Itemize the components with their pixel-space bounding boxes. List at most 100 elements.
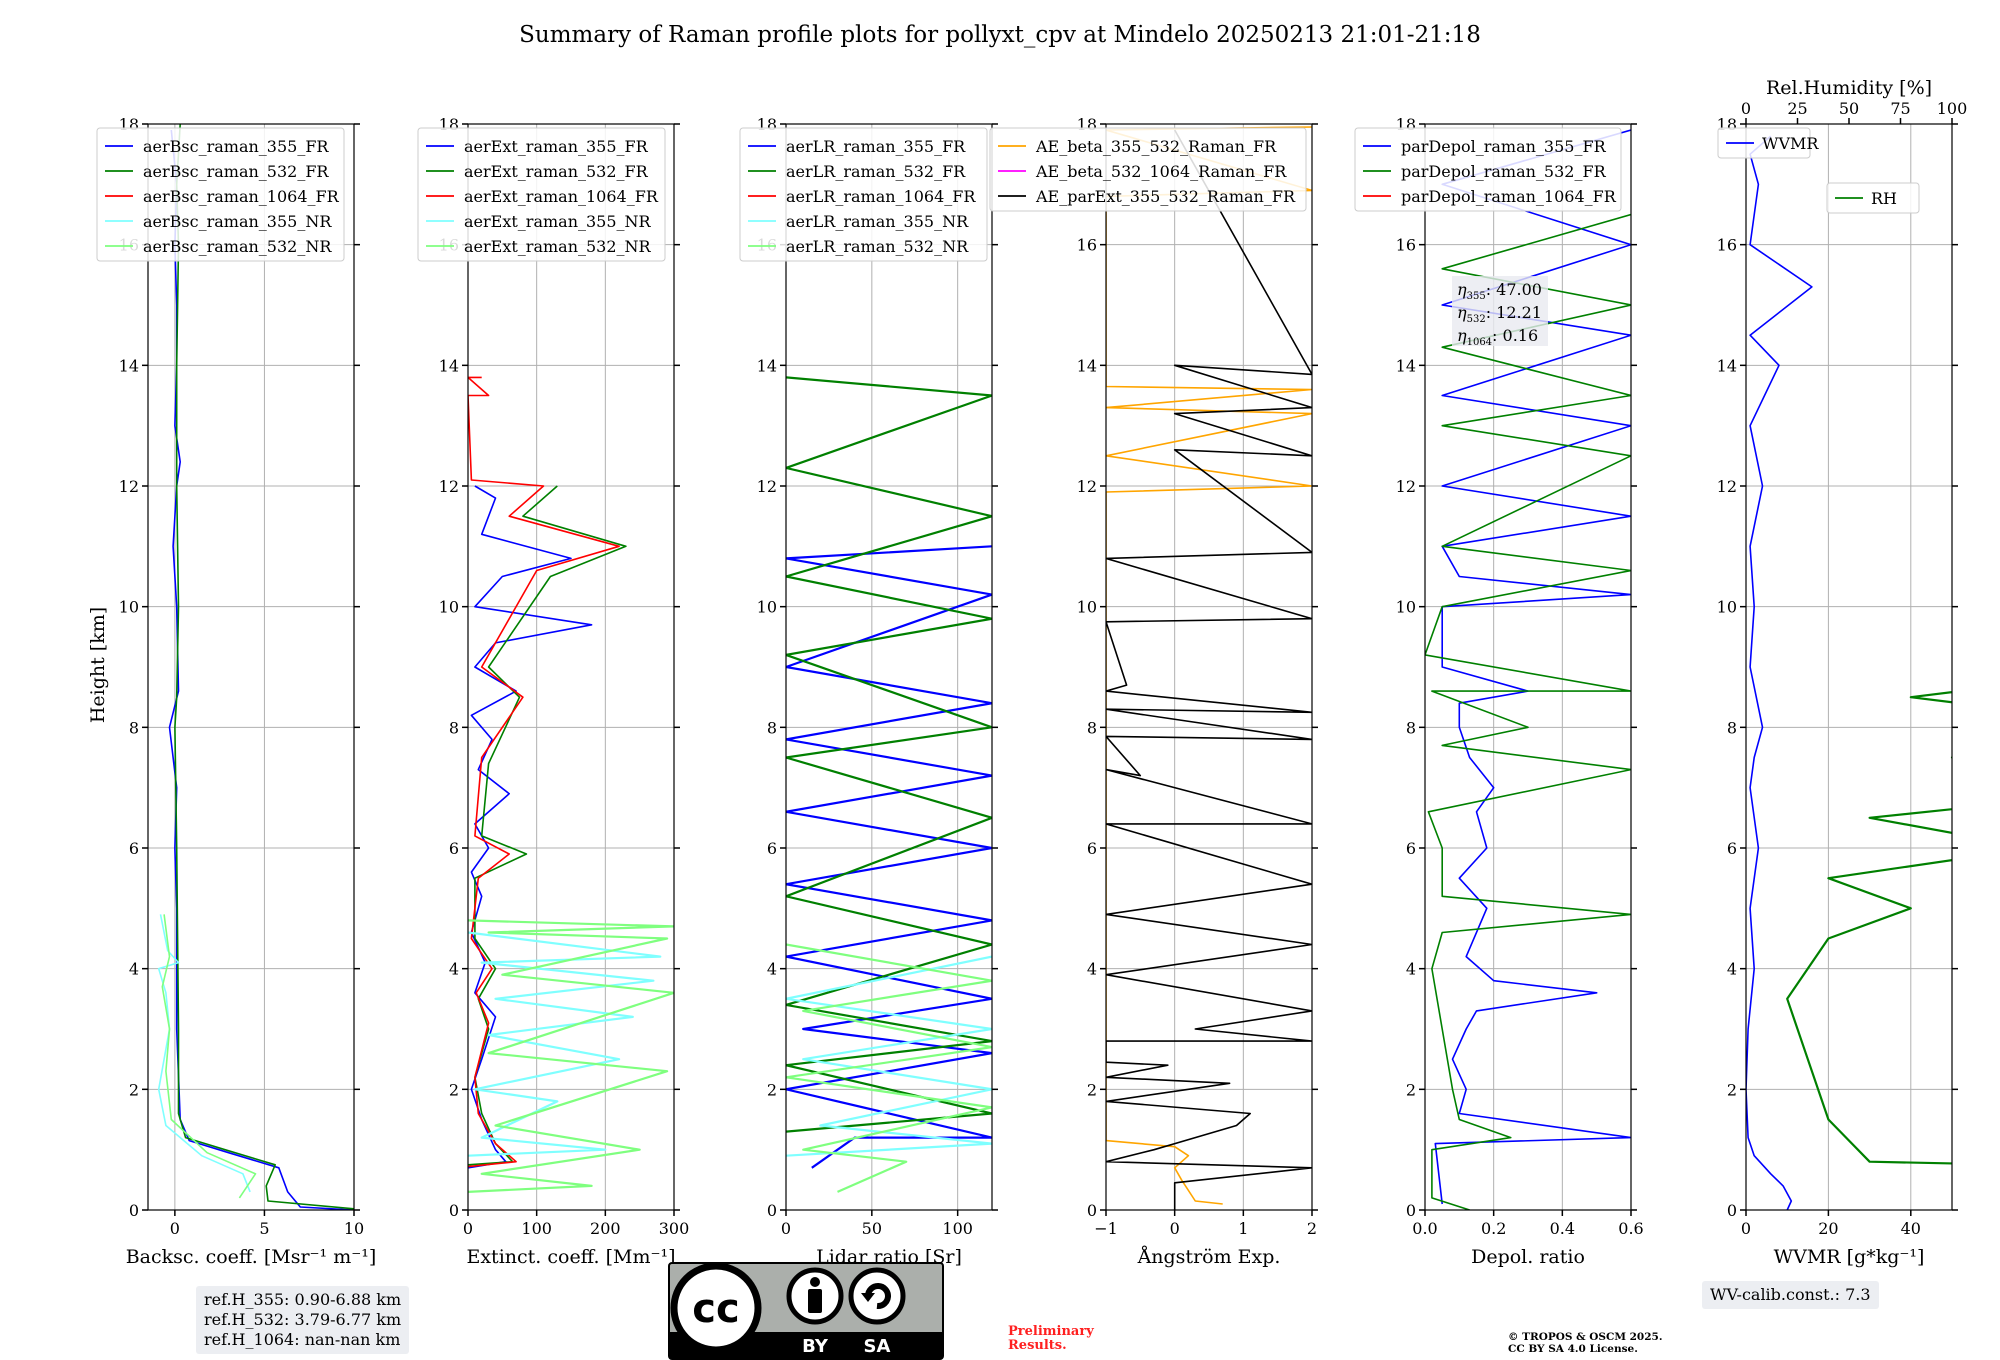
y-tick-label: 2: [767, 1080, 777, 1099]
reference-height-box: ref.H_355: 0.90-6.88 km ref.H_532: 3.79-…: [196, 1286, 410, 1354]
legend-box: [417, 127, 666, 262]
refh-1064: ref.H_1064: nan-nan km: [204, 1330, 401, 1349]
legend-label: aerLR_raman_355_NR: [786, 212, 969, 231]
legend-label: parDepol_raman_532_FR: [1401, 162, 1607, 181]
x-tick-label: 10: [344, 1219, 364, 1238]
y-tick-label: 8: [1727, 718, 1737, 737]
series-line-AE_parExt_355_532_Raman_FR: [1106, 129, 1312, 1210]
cc-by-sa-logo: cc BY SA: [668, 1262, 944, 1360]
y-tick-label: 8: [449, 718, 459, 737]
y-tick-label: 6: [767, 839, 777, 858]
x-tick-label: 0.4: [1550, 1219, 1575, 1238]
legend-box: [739, 127, 988, 262]
y-tick-label: 12: [119, 477, 139, 496]
y-tick-label: 14: [1077, 356, 1097, 375]
y-tick-label: 16: [1396, 236, 1416, 255]
eta-line: η532: 12.21: [1457, 303, 1542, 325]
series-line-aerExt_raman_532_FR: [468, 485, 627, 1166]
x-axis-label: Backsc. coeff. [Msr⁻¹ m⁻¹]: [126, 1246, 377, 1268]
legend-box: [1354, 127, 1622, 212]
y-tick-label: 6: [1727, 839, 1737, 858]
y-tick-label: 6: [449, 839, 459, 858]
y-tick-label: 14: [757, 356, 777, 375]
x-tick-label: 1: [1238, 1219, 1248, 1238]
y-tick-label: 4: [1406, 960, 1416, 979]
x-tick-label: 300: [659, 1219, 690, 1238]
y-tick-label: 4: [1727, 960, 1737, 979]
axes-frame: [785, 123, 993, 1211]
legend-box: [1826, 182, 1920, 214]
panel-3: 024681012141618050100Lidar ratio [Sr]aer…: [739, 115, 998, 1268]
wv-calibration-box: WV-calib.const.: 7.3: [1702, 1281, 1879, 1309]
legend-label: aerLR_raman_1064_FR: [786, 187, 976, 206]
legend: aerExt_raman_355_FR aerExt_raman_532_FRae…: [417, 127, 666, 262]
axes-frame: [467, 123, 675, 1211]
legend-label: AE_beta_532_1064_Raman_FR: [1035, 162, 1287, 181]
x-tick-label: 50: [862, 1219, 882, 1238]
y-tick-label: 0: [1727, 1201, 1737, 1220]
y-tick-label: 2: [1727, 1080, 1737, 1099]
y-tick-label: 10: [1396, 598, 1416, 617]
series-line-aerExt_raman_355_NR: [468, 931, 662, 1157]
x2-tick-label: 50: [1839, 99, 1859, 118]
y-tick-label: 10: [439, 598, 459, 617]
legend-label: aerBsc_raman_1064_FR: [143, 187, 340, 206]
y-tick-label: 16: [1077, 236, 1097, 255]
series-line-aerLR_raman_532_NR: [786, 943, 992, 1193]
y-tick-label: 6: [129, 839, 139, 858]
panel-2: 0246810121416180100200300Extinct. coeff.…: [417, 115, 690, 1268]
refh-355: ref.H_355: 0.90-6.88 km: [204, 1290, 402, 1309]
x-tick-label: 0: [1170, 1219, 1180, 1238]
y-tick-label: 14: [119, 356, 139, 375]
legend-label: aerLR_raman_355_FR: [786, 137, 966, 156]
y-tick-label: 14: [1717, 356, 1737, 375]
x-tick-label: 0.2: [1481, 1219, 1506, 1238]
y-tick-label: 10: [757, 598, 777, 617]
y-tick-label: 0: [129, 1201, 139, 1220]
y-tick-label: 2: [449, 1080, 459, 1099]
series-line-aerExt_raman_1064_FR: [468, 376, 620, 1168]
legend-box: [96, 127, 345, 262]
x2-tick-label: 0: [1741, 99, 1751, 118]
copyright-line-1: © TROPOS & OSCM 2025.: [1508, 1331, 1663, 1343]
series-line-aerBsc_raman_355_NR: [157, 914, 251, 1193]
x-axis-label: Ångström Exp.: [1137, 1246, 1281, 1268]
y-tick-label: 12: [1717, 477, 1737, 496]
cc-sa-text: SA: [864, 1336, 891, 1357]
preliminary-note: Preliminary Results.: [1008, 1325, 1094, 1353]
legend-label: aerBsc_raman_532_FR: [143, 162, 329, 181]
series-line-aerBsc_raman_355_FR: [168, 129, 354, 1210]
y-tick-label: 2: [129, 1080, 139, 1099]
x2-tick-label: 25: [1787, 99, 1807, 118]
x2-tick-label: 100: [1937, 99, 1968, 118]
series-line-aerExt_raman_532_NR: [468, 919, 674, 1193]
x-tick-label: 100: [521, 1219, 552, 1238]
legend: aerLR_raman_355_FR aerLR_raman_532_FR aerL…: [739, 127, 988, 262]
y-tick-label: 8: [129, 718, 139, 737]
y-tick-label: 16: [1717, 236, 1737, 255]
x-tick-label: 200: [590, 1219, 621, 1238]
y-tick-label: 10: [1077, 598, 1097, 617]
y-tick-label: 0: [1406, 1201, 1416, 1220]
x-axis-label: Depol. ratio: [1471, 1246, 1585, 1268]
y-tick-label: 14: [439, 356, 459, 375]
x-tick-label: 5: [259, 1219, 269, 1238]
x-tick-label: 2: [1307, 1219, 1317, 1238]
y-tick-label: 12: [757, 477, 777, 496]
legend-label: aerExt_raman_532_FR: [464, 162, 649, 181]
y-tick-label: 14: [1396, 356, 1416, 375]
series-group: [157, 124, 354, 1210]
legend-label: aerBsc_raman_532_NR: [143, 237, 332, 256]
y-tick-label: 12: [439, 477, 459, 496]
y-tick-label: 10: [1717, 598, 1737, 617]
series-line-aerLR_raman_532_FR: [786, 376, 992, 1133]
legend-label: aerExt_raman_355_NR: [464, 212, 652, 231]
preliminary-line-2: Results.: [1008, 1338, 1067, 1353]
y-tick-label: 10: [119, 598, 139, 617]
legend-label: aerBsc_raman_355_NR: [143, 212, 332, 231]
y-tick-label: 2: [1087, 1080, 1097, 1099]
legend-label: aerExt_raman_1064_FR: [464, 187, 659, 206]
